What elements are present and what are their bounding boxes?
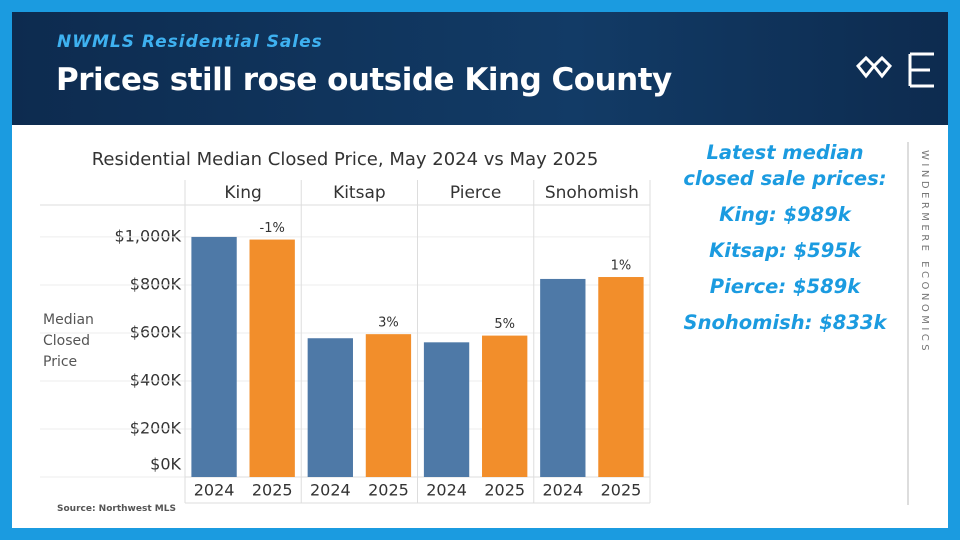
logo xyxy=(855,52,934,88)
x-tick-label: 2024 xyxy=(542,481,583,500)
bar xyxy=(191,236,237,477)
bar xyxy=(249,239,295,477)
panel-label: Kitsap xyxy=(333,183,386,203)
y-tick-label: $0K xyxy=(150,455,181,474)
panel-label: King xyxy=(224,183,261,203)
header: NWMLS Residential Sales Prices still ros… xyxy=(12,12,948,125)
y-tick-label: $400K xyxy=(130,370,182,389)
sidebar-item: Kitsap: $595k xyxy=(709,239,861,262)
change-label: -1% xyxy=(260,221,285,236)
change-label: 3% xyxy=(378,316,399,331)
y-tick-label: $600K xyxy=(130,322,182,341)
y-tick-label: $800K xyxy=(130,274,182,293)
change-label: 5% xyxy=(494,317,515,332)
panel-label: Pierce xyxy=(450,183,501,203)
sidebar-intro: Latest median closed sale prices: xyxy=(683,141,887,190)
sidebar: Latest median closed sale prices: King: … xyxy=(670,140,900,346)
sidebar-item: Snohomish: $833k xyxy=(683,311,887,334)
subtitle: NWMLS Residential Sales xyxy=(57,32,323,52)
bar xyxy=(482,335,528,477)
chart-title: Residential Median Closed Price, May 202… xyxy=(92,149,599,170)
source: Source: Northwest MLS xyxy=(57,504,176,514)
panel-label: Snohomish xyxy=(545,183,639,203)
content xyxy=(12,125,948,528)
x-tick-label: 2025 xyxy=(484,481,525,500)
change-label: 1% xyxy=(611,259,632,274)
x-tick-label: 2024 xyxy=(426,481,467,500)
bar xyxy=(423,342,470,477)
y-axis-label: Median Closed Price xyxy=(43,312,94,370)
y-tick-label: $1,000K xyxy=(115,226,182,245)
x-tick-label: 2024 xyxy=(194,481,235,500)
bar xyxy=(540,278,586,477)
bar xyxy=(598,277,644,477)
title: Prices still rose outside King County xyxy=(56,62,672,98)
y-tick-label: $200K xyxy=(130,418,182,437)
x-tick-label: 2025 xyxy=(368,481,409,500)
x-tick-label: 2025 xyxy=(252,481,293,500)
sidebar-item: Pierce: $589k xyxy=(709,275,861,298)
sidebar-item: King: $989k xyxy=(719,203,851,226)
x-tick-label: 2025 xyxy=(601,481,642,500)
bar xyxy=(307,338,353,477)
brand: WINDERMERE ECONOMICS xyxy=(919,150,930,355)
bar xyxy=(365,334,412,477)
x-tick-label: 2024 xyxy=(310,481,351,500)
